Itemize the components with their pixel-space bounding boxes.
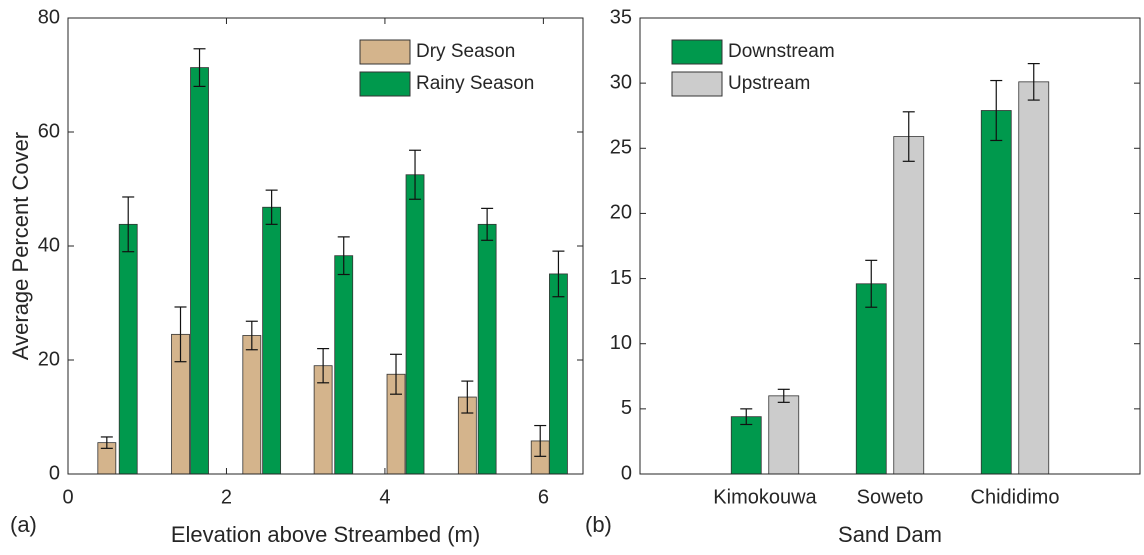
x-tick-label: 4 [379, 486, 390, 508]
error-bar [740, 408, 753, 426]
y-tick-label: 15 [610, 267, 632, 289]
bar [730, 416, 762, 475]
bar [118, 223, 138, 475]
axes-frame [67, 17, 584, 475]
x-tick-label: Chididimo [971, 486, 1060, 508]
error-bar [1027, 62, 1040, 101]
error-bar [902, 111, 915, 162]
x-tick-label: 6 [538, 486, 549, 508]
y-axis-label: Average Percent Cover [8, 132, 33, 360]
y-tick-label: 5 [621, 397, 632, 419]
y-tick-label: 60 [38, 120, 60, 142]
axes-frame [639, 17, 1141, 475]
x-tick-label: Soweto [857, 486, 924, 508]
error-bar [461, 380, 474, 414]
y-tick-label: 0 [49, 462, 60, 484]
x-axis-label: Elevation above Streambed (m) [171, 522, 480, 547]
panel-label: (a) [10, 512, 37, 537]
bar [190, 67, 209, 475]
x-tick-label: 0 [62, 486, 73, 508]
error-bar [245, 320, 258, 351]
legend-label: Upstream [728, 73, 810, 94]
bar [262, 206, 282, 475]
error-bar [193, 48, 206, 88]
bar [768, 395, 800, 475]
y-tick-label: 20 [610, 202, 632, 224]
error-bar [534, 424, 547, 457]
bar [549, 273, 568, 475]
y-tick-label: 40 [38, 234, 60, 256]
legend-label: Downstream [728, 41, 835, 62]
error-bar [174, 306, 187, 363]
error-bar [390, 353, 403, 395]
error-bar [552, 250, 565, 298]
error-bar [777, 388, 790, 403]
legend-swatch [671, 71, 723, 97]
x-axis-label: Sand Dam [838, 522, 942, 547]
bar [980, 110, 1012, 475]
error-bar [122, 196, 135, 253]
legend-swatch [359, 71, 411, 97]
y-tick-label: 25 [610, 137, 632, 159]
bar [242, 335, 262, 475]
error-bar [409, 149, 422, 200]
error-bar [990, 79, 1003, 142]
bar [477, 223, 497, 475]
legend-label: Dry Season [416, 41, 515, 62]
legend-swatch [359, 39, 411, 65]
error-bar [865, 259, 878, 308]
bar [893, 136, 925, 475]
panel-label: (b) [585, 512, 612, 537]
y-tick-label: 80 [38, 6, 60, 28]
error-bar [265, 189, 278, 225]
y-tick-label: 0 [621, 462, 632, 484]
error-bar [481, 207, 494, 241]
x-tick-label: 2 [221, 486, 232, 508]
error-bar [337, 236, 350, 276]
y-tick-label: 10 [610, 332, 632, 354]
bar [405, 174, 425, 475]
y-tick-label: 30 [610, 71, 632, 93]
x-tick-label: Kimokouwa [713, 486, 817, 508]
error-bar [100, 436, 113, 449]
y-tick-label: 20 [38, 348, 60, 370]
bar [334, 255, 354, 475]
legend-swatch [671, 39, 723, 65]
bar [1018, 81, 1050, 475]
bar [855, 283, 887, 475]
error-bar [317, 348, 330, 384]
legend-label: Rainy Season [416, 73, 534, 94]
y-tick-label: 35 [610, 6, 632, 28]
